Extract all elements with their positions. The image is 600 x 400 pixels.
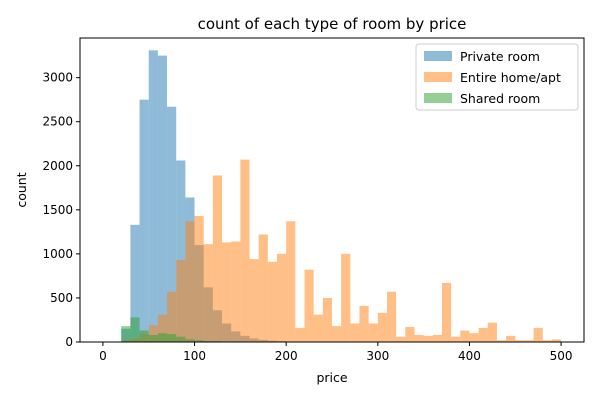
- x-tick-label: 300: [366, 349, 389, 363]
- y-tick-label: 0: [65, 335, 73, 349]
- histogram-bar: [313, 314, 323, 342]
- histogram-bar: [258, 234, 268, 342]
- histogram-bar: [377, 312, 387, 342]
- histogram-bar: [231, 241, 241, 342]
- x-tick-label: 100: [183, 349, 206, 363]
- y-tick-label: 2000: [42, 159, 73, 173]
- plot-frame: [79, 37, 585, 343]
- histogram-bar: [368, 323, 378, 342]
- y-tick-label: 3000: [42, 71, 73, 85]
- histogram-bar: [533, 327, 543, 342]
- legend-label: Shared room: [460, 91, 540, 106]
- histogram-bar: [295, 327, 305, 342]
- histogram-bar: [240, 159, 250, 342]
- histogram-bar: [194, 340, 204, 342]
- chart-title: count of each type of room by price: [198, 15, 467, 33]
- histogram-bar: [441, 282, 452, 342]
- series-1: [121, 159, 562, 342]
- legend: Private room Entire home/apt Shared room: [415, 43, 579, 111]
- legend-swatch: [424, 72, 452, 82]
- histogram-bar: [451, 336, 461, 342]
- histogram-bar: [139, 99, 149, 343]
- histogram-bar: [304, 269, 314, 342]
- histogram-bar: [148, 334, 158, 342]
- plot-area: [121, 50, 562, 343]
- histogram-bar: [542, 340, 552, 342]
- y-tick-label: 2500: [42, 115, 73, 129]
- histogram-bar: [167, 334, 177, 342]
- histogram-bar: [277, 253, 287, 342]
- histogram-bar: [487, 322, 497, 342]
- histogram-bar: [386, 291, 397, 342]
- histogram-bar: [506, 335, 516, 342]
- x-tick-label: 200: [275, 349, 298, 363]
- y-tick-label: 500: [50, 291, 73, 305]
- histogram-bar: [185, 339, 195, 342]
- legend-label: Entire home/apt: [460, 70, 561, 85]
- histogram-bar: [121, 326, 131, 342]
- histogram-bar: [551, 339, 562, 342]
- x-axis-label: price: [316, 370, 347, 385]
- x-tick-label: 0: [99, 349, 107, 363]
- legend-box: [415, 43, 579, 111]
- histogram-bar: [167, 291, 177, 342]
- histogram-bar: [157, 333, 168, 342]
- histogram-bar: [396, 336, 406, 342]
- histogram-bar: [222, 242, 232, 342]
- histogram-bar: [496, 340, 507, 342]
- histogram-bar: [423, 335, 433, 342]
- histogram-bar: [478, 327, 488, 342]
- histogram-bar: [212, 175, 223, 342]
- histogram-bar: [249, 259, 259, 342]
- histogram-bar: [405, 327, 415, 342]
- histogram-bar: [267, 261, 278, 342]
- histogram-bar: [167, 106, 177, 342]
- histogram-bar: [203, 244, 213, 342]
- y-tick-label: 1000: [42, 247, 73, 261]
- histogram-bar: [148, 325, 158, 342]
- histogram-bar: [515, 340, 525, 342]
- histogram-bar: [341, 253, 351, 342]
- histogram-bar: [332, 326, 342, 342]
- histogram-bar: [157, 55, 168, 343]
- histogram-bar: [194, 215, 204, 342]
- histogram-bar: [359, 305, 369, 342]
- histogram-bar: [460, 330, 470, 342]
- histogram-bar: [148, 50, 158, 343]
- y-axis: 0 500 1000 1500 2000 2500 3000: [42, 71, 80, 349]
- legend-swatch: [424, 51, 452, 61]
- histogram-bar: [469, 333, 479, 342]
- histogram-bar: [286, 221, 296, 342]
- x-tick-label: 500: [550, 349, 573, 363]
- x-axis: 0 100 200 300 400 500: [99, 342, 573, 363]
- histogram-bar: [185, 221, 195, 342]
- histogram-bar: [432, 334, 442, 342]
- legend-label: Private room: [460, 49, 540, 64]
- histogram-bar: [157, 314, 168, 342]
- histogram-bar: [130, 224, 140, 342]
- histogram-bar: [130, 317, 140, 342]
- histogram-bar: [139, 330, 149, 342]
- histogram-bar: [350, 323, 360, 342]
- y-tick-label: 1500: [42, 203, 73, 217]
- histogram-bar: [176, 336, 186, 342]
- histogram-bar: [524, 340, 534, 342]
- histogram-bar: [176, 260, 186, 342]
- histogram-bar: [176, 160, 186, 342]
- legend-swatch: [424, 93, 452, 103]
- y-axis-label: count: [14, 172, 29, 207]
- histogram-bar: [322, 297, 332, 342]
- x-tick-label: 400: [458, 349, 481, 363]
- histogram-bar: [414, 334, 424, 342]
